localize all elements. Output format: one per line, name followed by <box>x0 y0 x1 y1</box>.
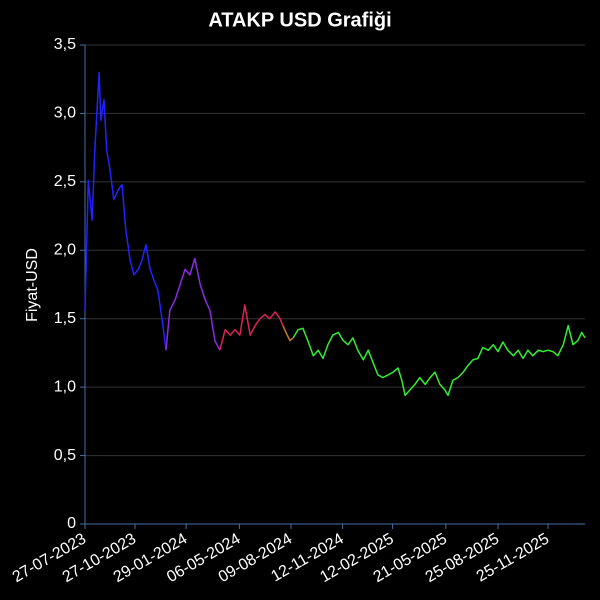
y-axis-label: Fiyat-USD <box>24 248 41 322</box>
price-line <box>84 71 167 351</box>
chart-title: ATAKP USD Grafiği <box>208 9 391 31</box>
price-line <box>165 257 221 351</box>
price-line <box>292 324 586 397</box>
y-tick-label: 3,0 <box>54 105 76 122</box>
price-line <box>219 304 284 351</box>
y-tick-label: 3,5 <box>54 36 76 53</box>
y-tick-label: 2,5 <box>54 173 76 190</box>
price-line <box>282 325 294 342</box>
y-tick-label: 2,0 <box>54 242 76 259</box>
y-tick-label: 1,5 <box>54 310 76 327</box>
y-tick-label: 0 <box>67 515 76 532</box>
y-tick-label: 1,0 <box>54 378 76 395</box>
y-tick-label: 0,5 <box>54 447 76 464</box>
